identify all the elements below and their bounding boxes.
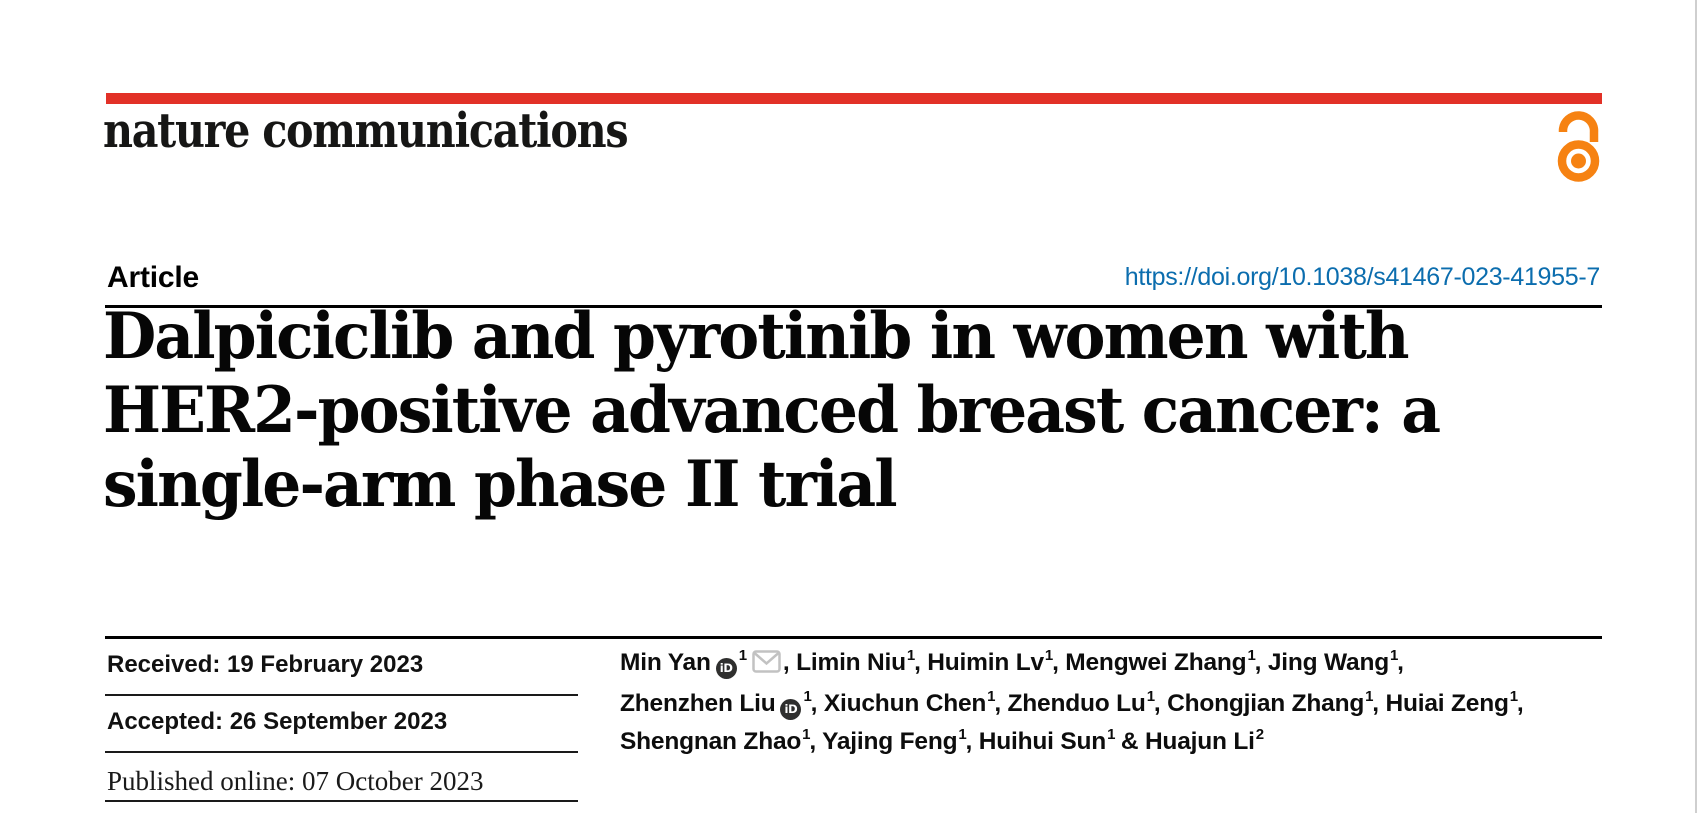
email-icon[interactable] (752, 647, 781, 685)
affiliation-superscript: 1 (1509, 687, 1518, 705)
author-list-line-1: Min Yan iD1, Limin Niu1, Huimin Lv1, Meng… (620, 644, 1650, 685)
author: Zhenduo Lu1, (1007, 687, 1168, 717)
author-name: Huiai Zeng (1385, 690, 1509, 717)
accepted-label: Accepted: (107, 708, 224, 735)
author-name: Zhenzhen Liu (620, 690, 776, 717)
author-separator: , (782, 649, 797, 676)
author-separator: , (1254, 649, 1268, 676)
author: Mengwei Zhang1, (1065, 646, 1268, 676)
author-name: Jing Wang (1267, 649, 1389, 676)
author: Huimin Lv1, (927, 646, 1066, 676)
author-name: Mengwei Zhang (1065, 649, 1247, 676)
article-type-label: Article (107, 261, 199, 294)
received-date: 19 February 2023 (220, 651, 424, 678)
header-rule (105, 305, 1602, 308)
affiliation-superscript: 1 (1389, 646, 1399, 664)
published-label: Published online: (107, 766, 296, 796)
affiliation-superscript: 1 (802, 725, 811, 743)
open-access-icon (1552, 109, 1604, 190)
author-list-line-2: Zhenzhen Liu iD1, Xiuchun Chen1, Zhenduo … (620, 685, 1650, 723)
author-separator: , (994, 690, 1008, 717)
affiliation-superscript: 1 (1107, 725, 1116, 743)
received-label: Received: (107, 651, 221, 678)
affiliation-superscript: 1 (1247, 646, 1256, 664)
paper-title: Dalpiciclib and pyrotinib in women with … (103, 300, 1505, 522)
author-name: Zhenduo Lu (1007, 690, 1146, 717)
dates-divider-1 (105, 694, 578, 696)
author: Zhenzhen Liu iD1, (620, 687, 824, 720)
author-separator: , (1153, 690, 1168, 717)
author: Huajun Li2 (1144, 725, 1264, 755)
affiliation-superscript: 1 (803, 687, 812, 705)
author-name: Yajing Feng (822, 728, 958, 755)
orcid-icon[interactable]: iD (780, 699, 802, 720)
author-separator: & (1114, 728, 1145, 755)
author-separator: , (810, 690, 824, 717)
author-name: Chongjian Zhang (1167, 690, 1365, 717)
doi-link[interactable]: https://doi.org/10.1038/s41467-023-41955… (1124, 263, 1601, 291)
paper-title-line-1: Dalpiciclib and pyrotinib in women with (103, 299, 1410, 374)
author-list: Min Yan iD1, Limin Niu1, Huimin Lv1, Meng… (620, 644, 1650, 761)
author-name: Huajun Li (1144, 728, 1255, 755)
affiliation-superscript: 1 (958, 725, 967, 743)
author-separator: , (1372, 690, 1386, 717)
affiliation-superscript: 1 (1044, 646, 1054, 664)
journal-brand-bar (106, 93, 1602, 104)
published-date-row: Published online: 07 October 2023 (107, 766, 483, 797)
affiliation-superscript: 1 (987, 687, 996, 705)
dates-divider-3 (105, 800, 578, 802)
affiliation-superscript: 1 (738, 646, 747, 664)
paper-title-line-3: single-arm phase II trial (103, 447, 898, 522)
affiliation-superscript: 1 (906, 646, 916, 664)
author: Xiuchun Chen1, (823, 687, 1008, 717)
author-separator: , (1516, 690, 1524, 717)
author: Limin Niu1, (796, 646, 928, 676)
author-name: Huihui Sun (978, 728, 1107, 755)
accepted-date: 26 September 2023 (223, 708, 448, 735)
received-date-row: Received: 19 February 2023 (107, 651, 423, 679)
author: Yajing Feng1, (822, 725, 979, 755)
author-list-line-3: Shengnan Zhao1, Yajing Feng1, Huihui Sun… (620, 723, 1650, 761)
colophon-top-rule (105, 636, 1602, 639)
author: Huihui Sun1 & (978, 725, 1145, 755)
affiliation-superscript: 1 (1146, 687, 1155, 705)
author: Chongjian Zhang1, (1167, 687, 1386, 717)
author-separator: , (1052, 649, 1066, 676)
dates-divider-2 (105, 751, 578, 753)
orcid-icon[interactable]: iD (715, 658, 737, 679)
author-name: Limin Niu (796, 649, 906, 676)
affiliation-superscript: 1 (1365, 687, 1374, 705)
accepted-date-row: Accepted: 26 September 2023 (107, 708, 447, 736)
author-name: Min Yan (620, 649, 711, 676)
author: Huiai Zeng1, (1385, 687, 1524, 717)
author: Shengnan Zhao1, (620, 725, 823, 755)
journal-logo: nature communications (103, 103, 629, 159)
published-date: 07 October 2023 (295, 766, 484, 796)
affiliation-superscript: 2 (1255, 725, 1264, 743)
author-name: Xiuchun Chen (823, 690, 987, 717)
author-name: Huimin Lv (927, 649, 1044, 676)
author-separator: , (1397, 649, 1404, 676)
page-right-edge (1695, 0, 1697, 813)
author-separator: , (965, 728, 979, 755)
author: Min Yan iD1, (620, 646, 797, 679)
author-name: Shengnan Zhao (620, 728, 802, 755)
author-separator: , (914, 649, 928, 676)
author-separator: , (809, 728, 823, 755)
author: Jing Wang1, (1267, 646, 1404, 676)
paper-title-line-2: HER2-positive advanced breast cancer: a (103, 373, 1441, 448)
